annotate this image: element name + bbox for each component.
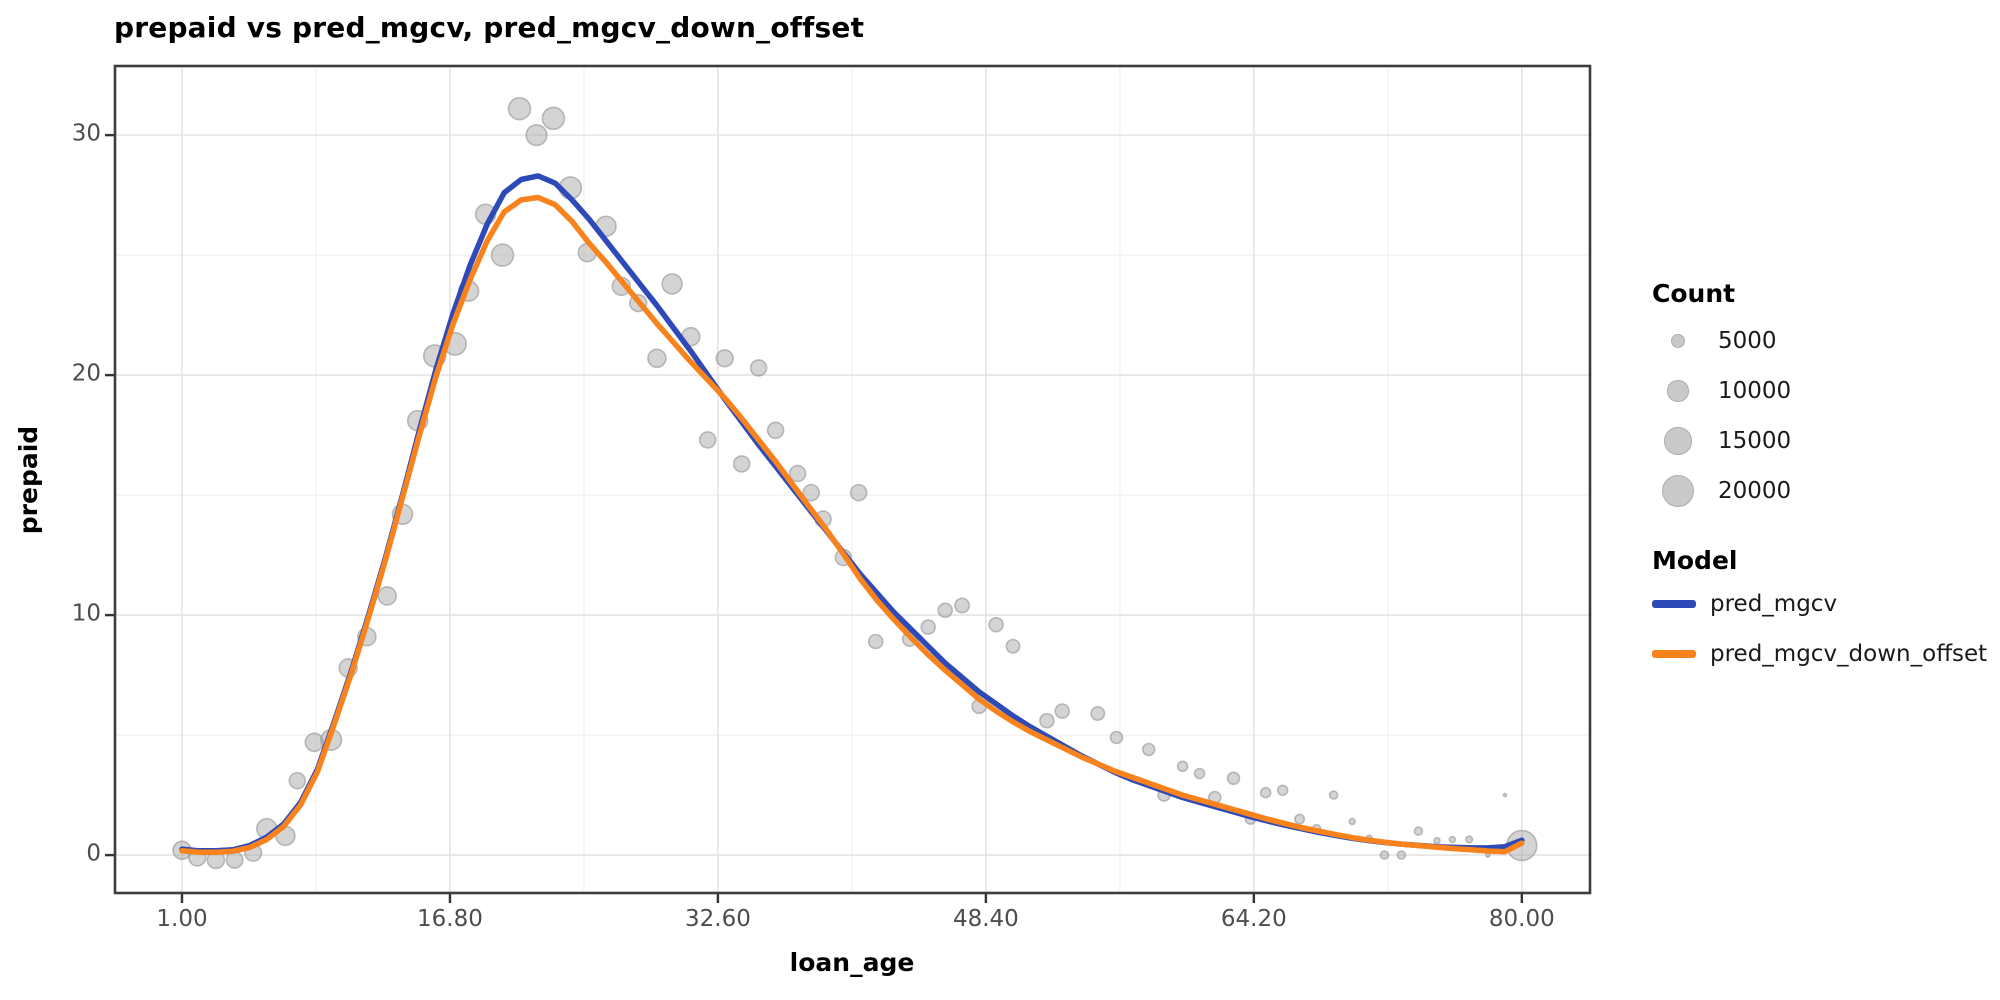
count-legend-item: 10000: [1652, 366, 1982, 416]
count-legend-label: 10000: [1718, 378, 1792, 404]
x-axis-title: loan_age: [789, 948, 915, 977]
count-legend-label: 20000: [1718, 478, 1792, 504]
line-swatch-icon: [1652, 650, 1696, 658]
model-legend-items: pred_mgcv pred_mgcv_down_offset: [1652, 579, 1987, 679]
chart-title: prepaid vs pred_mgcv, pred_mgcv_down_off…: [114, 11, 865, 44]
count-legend-title: Count: [1652, 279, 1736, 308]
count-legend-label: 5000: [1718, 328, 1777, 354]
model-legend-title: Model: [1652, 546, 1738, 575]
x-tick-label: 1.00: [156, 906, 208, 932]
model-legend-item: pred_mgcv_down_offset: [1652, 629, 1987, 679]
y-tick-label: 30: [71, 120, 101, 147]
y-tick-label: 20: [71, 360, 101, 387]
count-legend-item: 20000: [1652, 466, 1982, 516]
model-legend-label: pred_mgcv: [1710, 591, 1838, 617]
model-legend: Model pred_mgcv pred_mgcv_down_offset: [1652, 546, 1987, 679]
y-tick-label: 0: [86, 840, 101, 867]
count-legend-label: 15000: [1718, 428, 1792, 454]
count-legend-item: 5000: [1652, 316, 1982, 366]
x-tick-label: 48.40: [952, 906, 1019, 932]
x-tick-label: 80.00: [1488, 906, 1555, 932]
x-tick-label: 32.60: [684, 906, 751, 932]
count-bubble-icon: [1664, 427, 1692, 455]
x-tick-label: 64.20: [1220, 906, 1287, 932]
count-bubble-icon: [1671, 334, 1685, 348]
y-axis-title: prepaid: [14, 425, 43, 535]
count-legend-items: 5000 10000 15000 20000: [1652, 316, 1982, 516]
line-swatch-icon: [1652, 600, 1696, 608]
legend-panel: Count 5000 10000 15000 20000 Model: [1652, 279, 1987, 679]
model-legend-item: pred_mgcv: [1652, 579, 1982, 629]
model-legend-label: pred_mgcv_down_offset: [1710, 641, 1988, 667]
count-legend-item: 15000: [1652, 416, 1982, 466]
y-tick-label: 10: [71, 600, 101, 627]
count-bubble-icon: [1667, 380, 1689, 402]
count-bubble-icon: [1661, 474, 1695, 508]
x-tick-label: 16.80: [417, 906, 483, 932]
series-line-pred_mgcv_down_offset: [179, 194, 1525, 855]
